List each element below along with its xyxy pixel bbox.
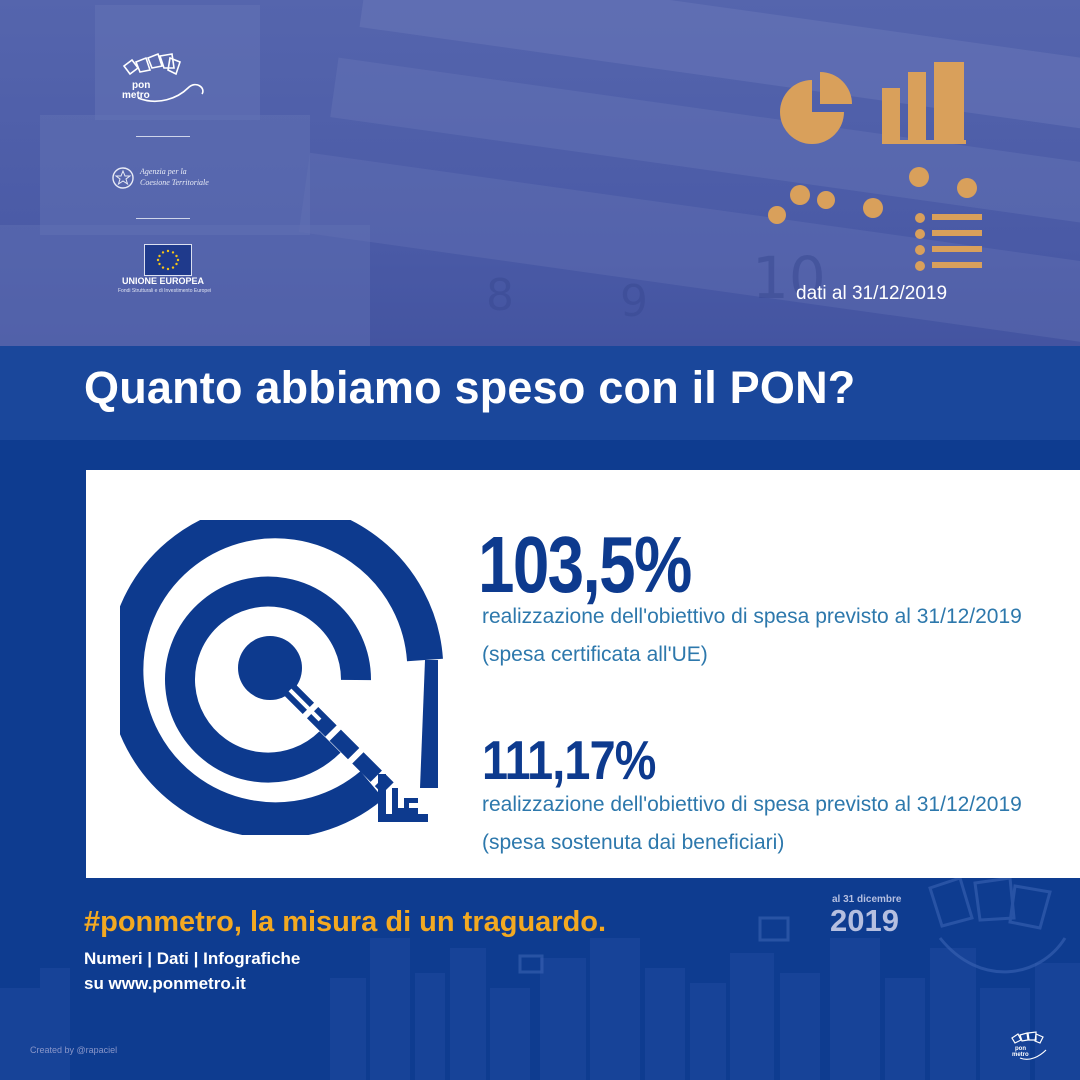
svg-text:pon: pon (1015, 1046, 1026, 1052)
stat-value-certified: 103,5% (478, 520, 692, 609)
agency-logo: Agenzia per la Coesione Territoriale (110, 160, 225, 200)
eu-subtitle: Fondi Strutturali e di Investimento Euro… (118, 288, 212, 294)
target-icon (120, 520, 443, 835)
credit-text: Created by @rapaciel (30, 1045, 118, 1055)
ruler-digit: 10 (752, 244, 826, 312)
eu-title: UNIONE EUROPEA (122, 276, 205, 286)
list-icon (915, 213, 982, 271)
divider (136, 136, 190, 137)
pie-chart-icon (780, 72, 852, 144)
ruler-digit: 9 (620, 276, 648, 327)
badge-year: 2019 (830, 903, 899, 938)
badge-date-label: al 31 dicembre (832, 894, 902, 905)
agency-name: Agenzia per la Coesione Territoriale (140, 166, 209, 188)
page-title: Quanto abbiamo speso con il PON? (84, 362, 856, 413)
ponmetro-logo: pon metro (122, 52, 204, 103)
stats-card: 103,5% realizzazione dell'obiettivo di s… (86, 470, 1080, 878)
stat-value-beneficiaries: 111,17% (482, 729, 656, 791)
eu-flag-icon (144, 244, 192, 276)
svg-text:metro: metro (122, 90, 150, 101)
hashtag-slogan: #ponmetro, la misura di un traguardo. (84, 906, 607, 938)
ponmetro-mini-logo: pon metro (1011, 1031, 1047, 1060)
wood-block (40, 115, 310, 235)
agency-line-2: Coesione Territoriale (140, 178, 209, 187)
data-date-note: dati al 31/12/2019 (796, 283, 948, 304)
bar-chart-icon (882, 62, 966, 144)
title-band (0, 346, 1080, 440)
footer-categories: Numeri | Dati | Infografiche (84, 949, 301, 968)
scatter-dots-icon (768, 167, 977, 224)
italian-emblem-icon (112, 167, 134, 189)
agency-line-1: Agenzia per la (140, 167, 187, 176)
divider (136, 218, 190, 219)
footer-website[interactable]: su www.ponmetro.it (84, 974, 246, 993)
data-icons (768, 62, 982, 271)
svg-text:metro: metro (1012, 1052, 1029, 1058)
stat-description-beneficiaries: realizzazione dell'obiettivo di spesa pr… (482, 793, 1022, 854)
city-skyline-decoration (0, 878, 1080, 1080)
stat-description-certified: realizzazione dell'obiettivo di spesa pr… (482, 605, 1022, 666)
svg-text:pon: pon (132, 80, 150, 91)
wood-block (95, 5, 260, 120)
eu-logo: UNIONE EUROPEA Fondi Strutturali e di In… (118, 244, 228, 294)
ruler-digit: 8 (486, 270, 514, 321)
